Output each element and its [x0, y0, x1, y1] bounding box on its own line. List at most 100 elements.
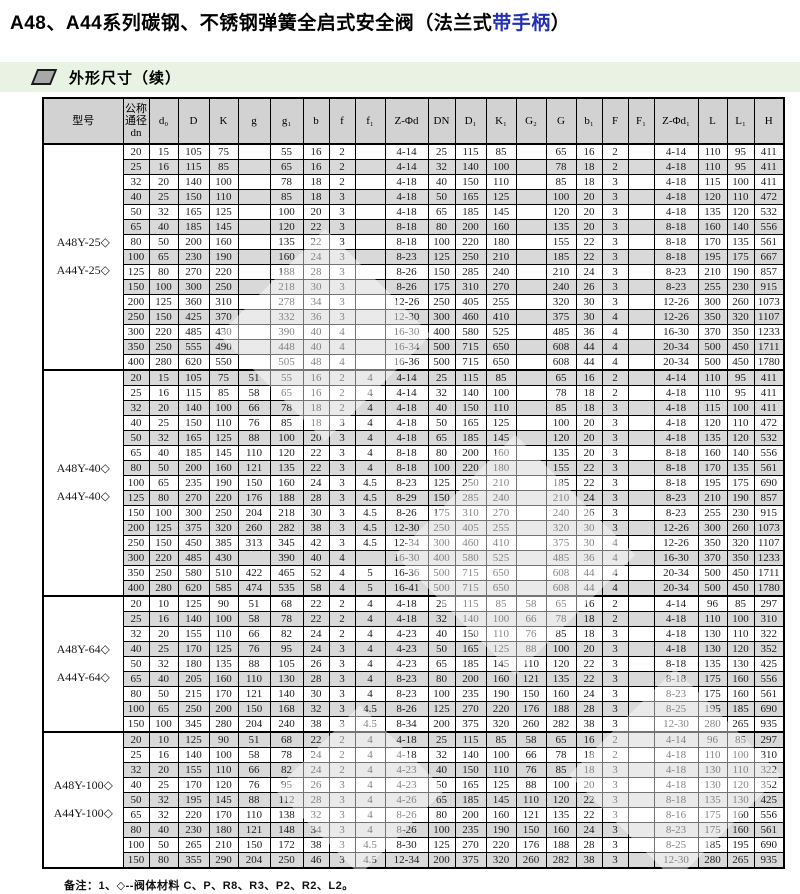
cell: 4.5	[354, 852, 386, 869]
cell	[515, 354, 547, 371]
cell: 22	[302, 234, 330, 250]
cell: 40	[148, 671, 179, 687]
cell: 8-25	[653, 701, 699, 717]
cell: 2	[328, 747, 356, 763]
cell: 3	[328, 701, 356, 717]
cell: 95	[726, 369, 755, 386]
cell: 3	[601, 445, 629, 461]
cell: 78	[545, 611, 577, 627]
cell: 345	[269, 535, 304, 551]
cell: 135	[726, 234, 755, 250]
cell: 3	[328, 309, 356, 325]
cell: 20	[575, 204, 603, 220]
cell	[627, 671, 655, 687]
cell: 42	[302, 535, 330, 551]
cell: 20-34	[653, 339, 699, 355]
cell: 50	[148, 234, 179, 250]
cell: 320	[545, 294, 577, 310]
cell: 16-36	[384, 354, 429, 371]
cell: 135	[545, 445, 577, 461]
cell: 195	[697, 475, 728, 491]
model-cell: A48Y-25◇ A44Y-25◇	[42, 143, 124, 371]
cell: 3	[601, 430, 629, 446]
cell: 150	[237, 475, 271, 491]
cell: 160	[697, 445, 728, 461]
cell	[627, 701, 655, 717]
cell: 100	[427, 460, 456, 476]
cell: 375	[177, 520, 210, 536]
column-header: G	[545, 97, 577, 145]
cell: 320	[485, 716, 517, 733]
cell: 4-14	[653, 143, 699, 160]
cell: 16	[575, 143, 603, 160]
cell: 150	[454, 400, 487, 416]
cell: 140	[177, 611, 210, 627]
cell: 190	[485, 822, 517, 838]
table-row: 350 250 580 510 422 465 52 4 5 16-36 500 715 650 608 4…	[43, 565, 785, 581]
cell: 12-26	[384, 294, 429, 310]
cell: 160	[485, 807, 517, 823]
cell: 68	[269, 731, 304, 748]
column-header: K₁	[485, 97, 517, 145]
column-header: K	[208, 97, 239, 145]
cell: 130	[697, 641, 728, 657]
cell: 25	[122, 159, 150, 175]
cell: 155	[177, 626, 210, 642]
cell: 85	[485, 143, 517, 160]
cell: 3	[601, 505, 629, 521]
cell: 1233	[753, 324, 785, 340]
cell	[354, 264, 386, 280]
cell: 282	[545, 716, 577, 733]
cell: 3	[601, 701, 629, 717]
cell: 2	[328, 143, 356, 160]
cell: 150	[237, 837, 271, 853]
cell: 4	[354, 822, 386, 838]
cell: 1107	[753, 535, 785, 551]
cell: 411	[753, 159, 785, 175]
table-row: 80 50 200 160 135 22 3 8-18 100 220 180 155 22 3 8-18 1…	[43, 234, 785, 250]
cell	[237, 219, 271, 235]
cell: 505	[269, 354, 304, 371]
cell: 200	[454, 219, 487, 235]
cell: 22	[302, 460, 330, 476]
cell: 3	[601, 415, 629, 431]
cell	[627, 174, 655, 190]
cell: 270	[485, 279, 517, 295]
cell: 105	[269, 656, 304, 672]
cell: 375	[454, 852, 487, 869]
cell: 100	[545, 777, 577, 793]
cell: 120	[697, 189, 728, 205]
cell: 76	[515, 626, 547, 642]
cell: 715	[454, 580, 487, 597]
cell: 3	[328, 822, 356, 838]
cell: 38	[302, 716, 330, 733]
cell: 3	[601, 400, 629, 416]
cell: 4	[328, 354, 356, 371]
cell: 176	[515, 701, 547, 717]
cell: 20	[148, 626, 179, 642]
cell: 915	[753, 505, 785, 521]
cell: 12-26	[653, 294, 699, 310]
cell: 24	[575, 264, 603, 280]
cell: 556	[753, 445, 785, 461]
cell: 120	[545, 656, 577, 672]
cell: 32	[122, 400, 150, 416]
cell: 26	[302, 656, 330, 672]
cell: 4-18	[653, 189, 699, 205]
cell: 200	[122, 294, 150, 310]
cell: 80	[427, 807, 456, 823]
cell: 44	[575, 339, 603, 355]
cell: 95	[269, 777, 304, 793]
cell: 220	[208, 264, 239, 280]
cell: 100	[148, 279, 179, 295]
cell: 100	[148, 716, 179, 733]
cell: 460	[454, 535, 487, 551]
cell	[627, 807, 655, 823]
cell: 8-23	[384, 475, 429, 491]
column-header: D₁	[454, 97, 487, 145]
cell: 185	[454, 430, 487, 446]
cell: 185	[454, 656, 487, 672]
cell: 125	[177, 595, 210, 612]
cell: 150	[148, 535, 179, 551]
cell: 130	[269, 671, 304, 687]
